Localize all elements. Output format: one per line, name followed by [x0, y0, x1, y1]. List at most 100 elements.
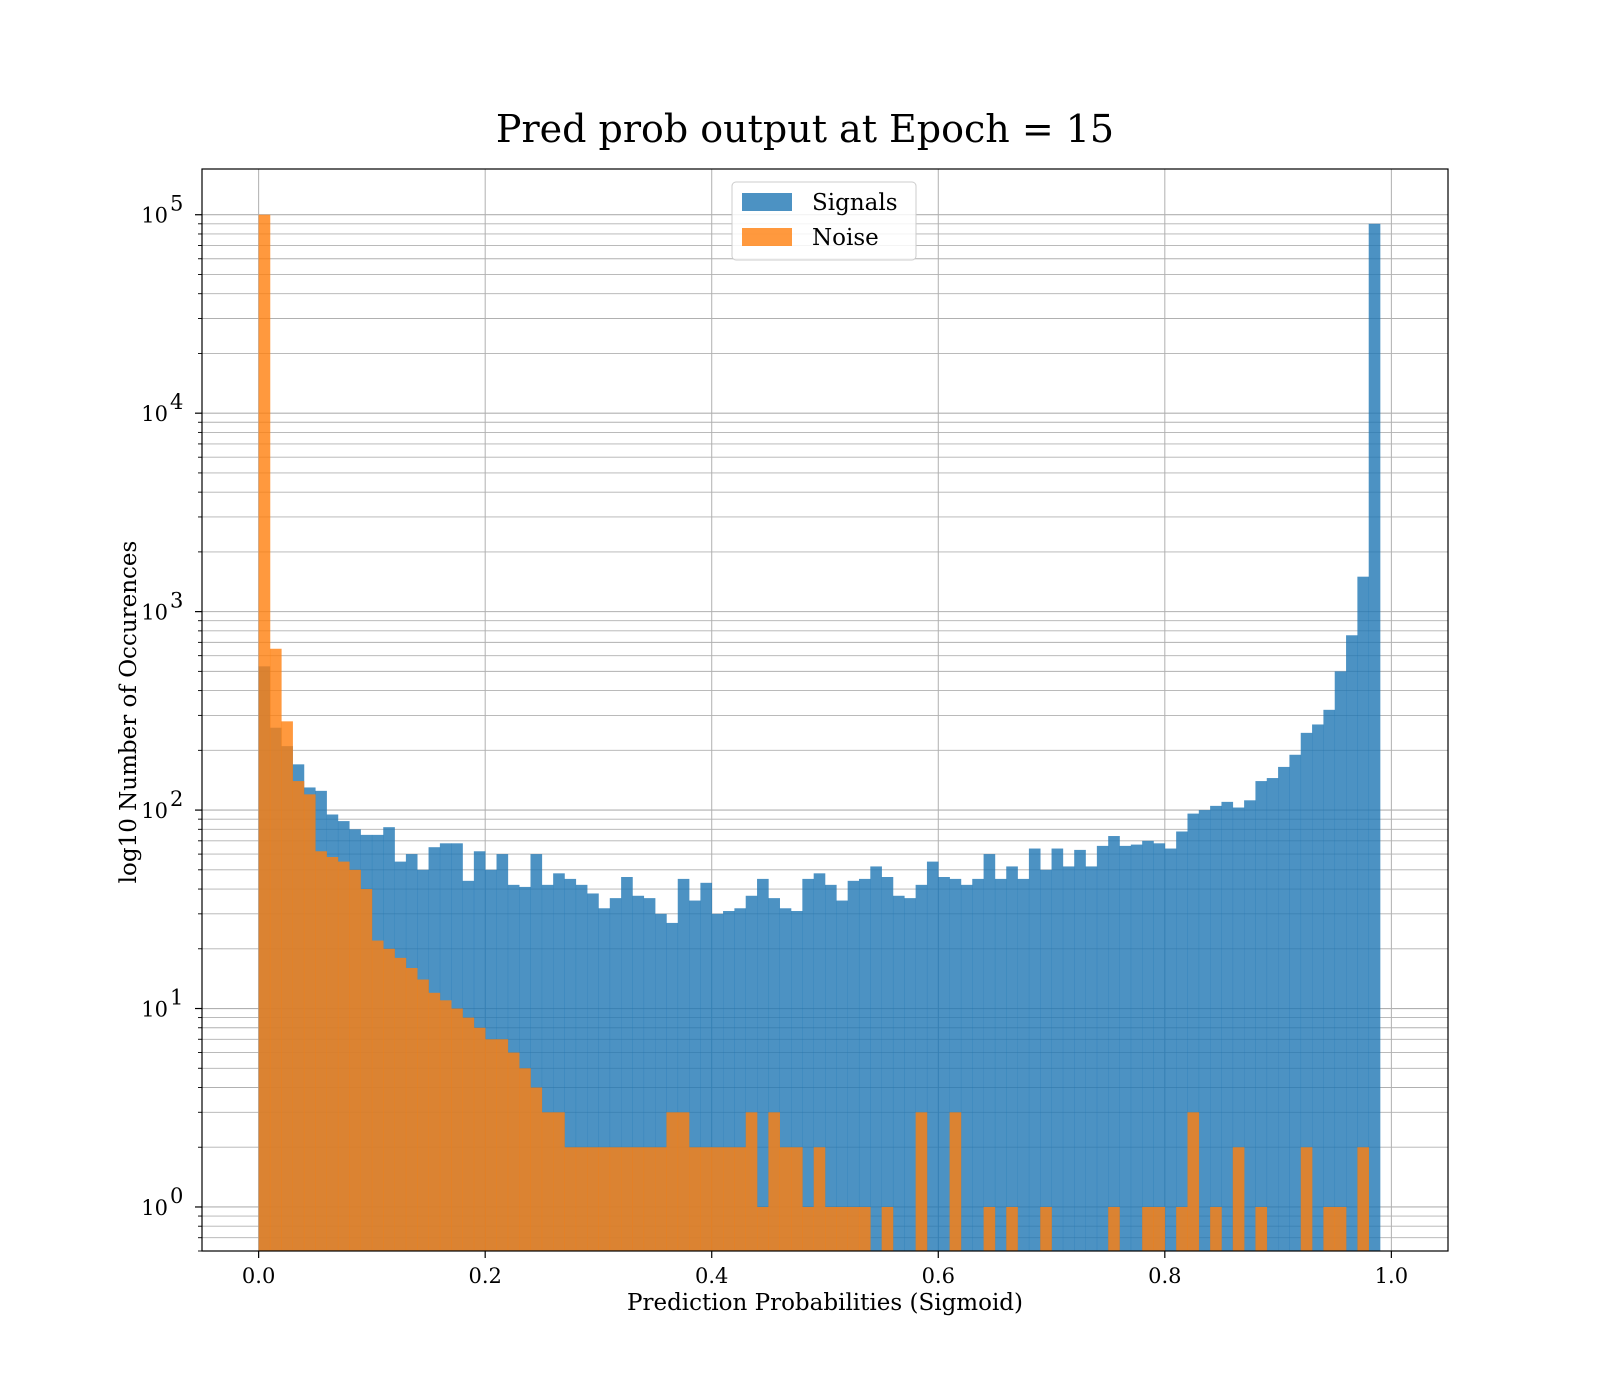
noise-bar — [451, 1008, 463, 1251]
signals-bar — [587, 893, 599, 1251]
signals-bar — [700, 882, 713, 1251]
noise-bar — [949, 1112, 962, 1251]
signals-bar — [1153, 843, 1166, 1251]
signals-bar — [904, 898, 916, 1251]
signals-bar — [1244, 800, 1256, 1251]
noise-bar — [462, 1017, 475, 1251]
y-axis-label: log10 Number of Occurences — [116, 541, 142, 884]
y-tick-exponent: 1 — [170, 986, 183, 1010]
noise-bar — [621, 1147, 633, 1251]
x-tick-label: 0.0 — [242, 1264, 275, 1288]
signals-bar — [813, 873, 826, 1251]
noise-bars — [258, 214, 1370, 1252]
noise-bar — [553, 1112, 565, 1251]
noise-bar — [303, 794, 316, 1251]
noise-bar — [519, 1068, 531, 1251]
signals-bar — [858, 878, 871, 1251]
signals-bar — [530, 854, 543, 1251]
signals-bar — [949, 878, 962, 1251]
signals-bar — [541, 884, 554, 1251]
signals-bar — [1164, 848, 1177, 1251]
signals-bar — [575, 884, 588, 1251]
noise-bar — [1323, 1206, 1336, 1251]
noise-bar — [496, 1039, 509, 1251]
noise-bar — [1187, 1112, 1200, 1251]
noise-bar — [734, 1147, 747, 1251]
noise-bar — [326, 857, 339, 1251]
noise-bar — [836, 1206, 848, 1251]
noise-bar — [983, 1206, 996, 1251]
signals-bar — [1119, 845, 1132, 1251]
signals-bar — [1266, 778, 1279, 1251]
signals-bar — [1278, 766, 1290, 1251]
legend: Signals Noise — [731, 181, 917, 261]
signals-bar — [779, 908, 792, 1251]
signals-bar — [1142, 840, 1154, 1251]
noise-bar — [632, 1147, 645, 1251]
signals-bar — [609, 898, 622, 1251]
signals-bar — [734, 908, 747, 1251]
signals-bar — [1062, 866, 1075, 1251]
noise-bar — [1108, 1206, 1120, 1251]
signals-bar — [1074, 849, 1086, 1251]
signals-bar — [1187, 813, 1200, 1251]
signals-bar — [1289, 754, 1302, 1251]
noise-bar — [677, 1112, 690, 1251]
noise-bar — [915, 1112, 928, 1251]
y-tick-label: 10 — [141, 1196, 168, 1220]
signals-bar — [1255, 781, 1268, 1251]
y-tick-label: 10 — [141, 204, 168, 228]
noise-bar — [609, 1147, 622, 1251]
noise-bar — [507, 1052, 520, 1251]
signals-bar — [1210, 805, 1222, 1251]
noise-bar — [700, 1147, 713, 1251]
noise-bar — [813, 1147, 826, 1251]
y-tick-exponent: 5 — [170, 192, 183, 216]
x-tick-label: 0.6 — [922, 1264, 955, 1288]
signals-bar — [1130, 844, 1143, 1251]
noise-bar — [587, 1147, 599, 1251]
noise-bar — [1232, 1147, 1245, 1251]
signals-bar — [983, 854, 996, 1251]
noise-bar — [1153, 1206, 1166, 1251]
plot-frame — [201, 168, 1449, 1252]
noise-bar — [689, 1147, 701, 1251]
noise-bar — [1210, 1206, 1222, 1251]
signals-bar — [825, 884, 837, 1251]
signals-bar — [553, 873, 565, 1251]
y-tick-exponent: 4 — [170, 390, 183, 414]
noise-bar — [564, 1147, 577, 1251]
y-tick-exponent: 0 — [170, 1184, 183, 1208]
signals-bar — [1357, 576, 1370, 1251]
y-tick-label: 10 — [141, 998, 168, 1022]
signals-bar — [972, 878, 984, 1251]
signals-bar — [1051, 848, 1064, 1251]
legend-swatch-noise — [742, 228, 792, 246]
y-tick-exponent: 2 — [170, 787, 183, 811]
signals-bar — [621, 877, 633, 1251]
signals-bar — [757, 878, 769, 1251]
noise-bar — [383, 948, 395, 1251]
signals-bar — [1232, 807, 1245, 1251]
noise-bar — [858, 1206, 871, 1251]
noise-bar — [598, 1147, 611, 1251]
noise-bar — [666, 1112, 679, 1251]
signals-bar — [938, 877, 950, 1251]
signals-bar — [1006, 866, 1018, 1251]
noise-bar — [768, 1112, 780, 1251]
noise-bar — [360, 889, 373, 1251]
legend-label-signals: Signals — [812, 190, 898, 216]
signals-bar — [723, 911, 735, 1251]
noise-bar — [258, 214, 271, 1252]
noise-bar — [485, 1039, 497, 1251]
noise-bar — [1176, 1206, 1188, 1251]
noise-bar — [269, 648, 282, 1251]
noise-bar — [1040, 1206, 1052, 1251]
noise-bar — [791, 1147, 803, 1251]
x-tick-label: 1.0 — [1375, 1264, 1408, 1288]
noise-bar — [371, 940, 384, 1251]
noise-bar — [847, 1206, 860, 1251]
signals-bar — [1368, 223, 1381, 1251]
